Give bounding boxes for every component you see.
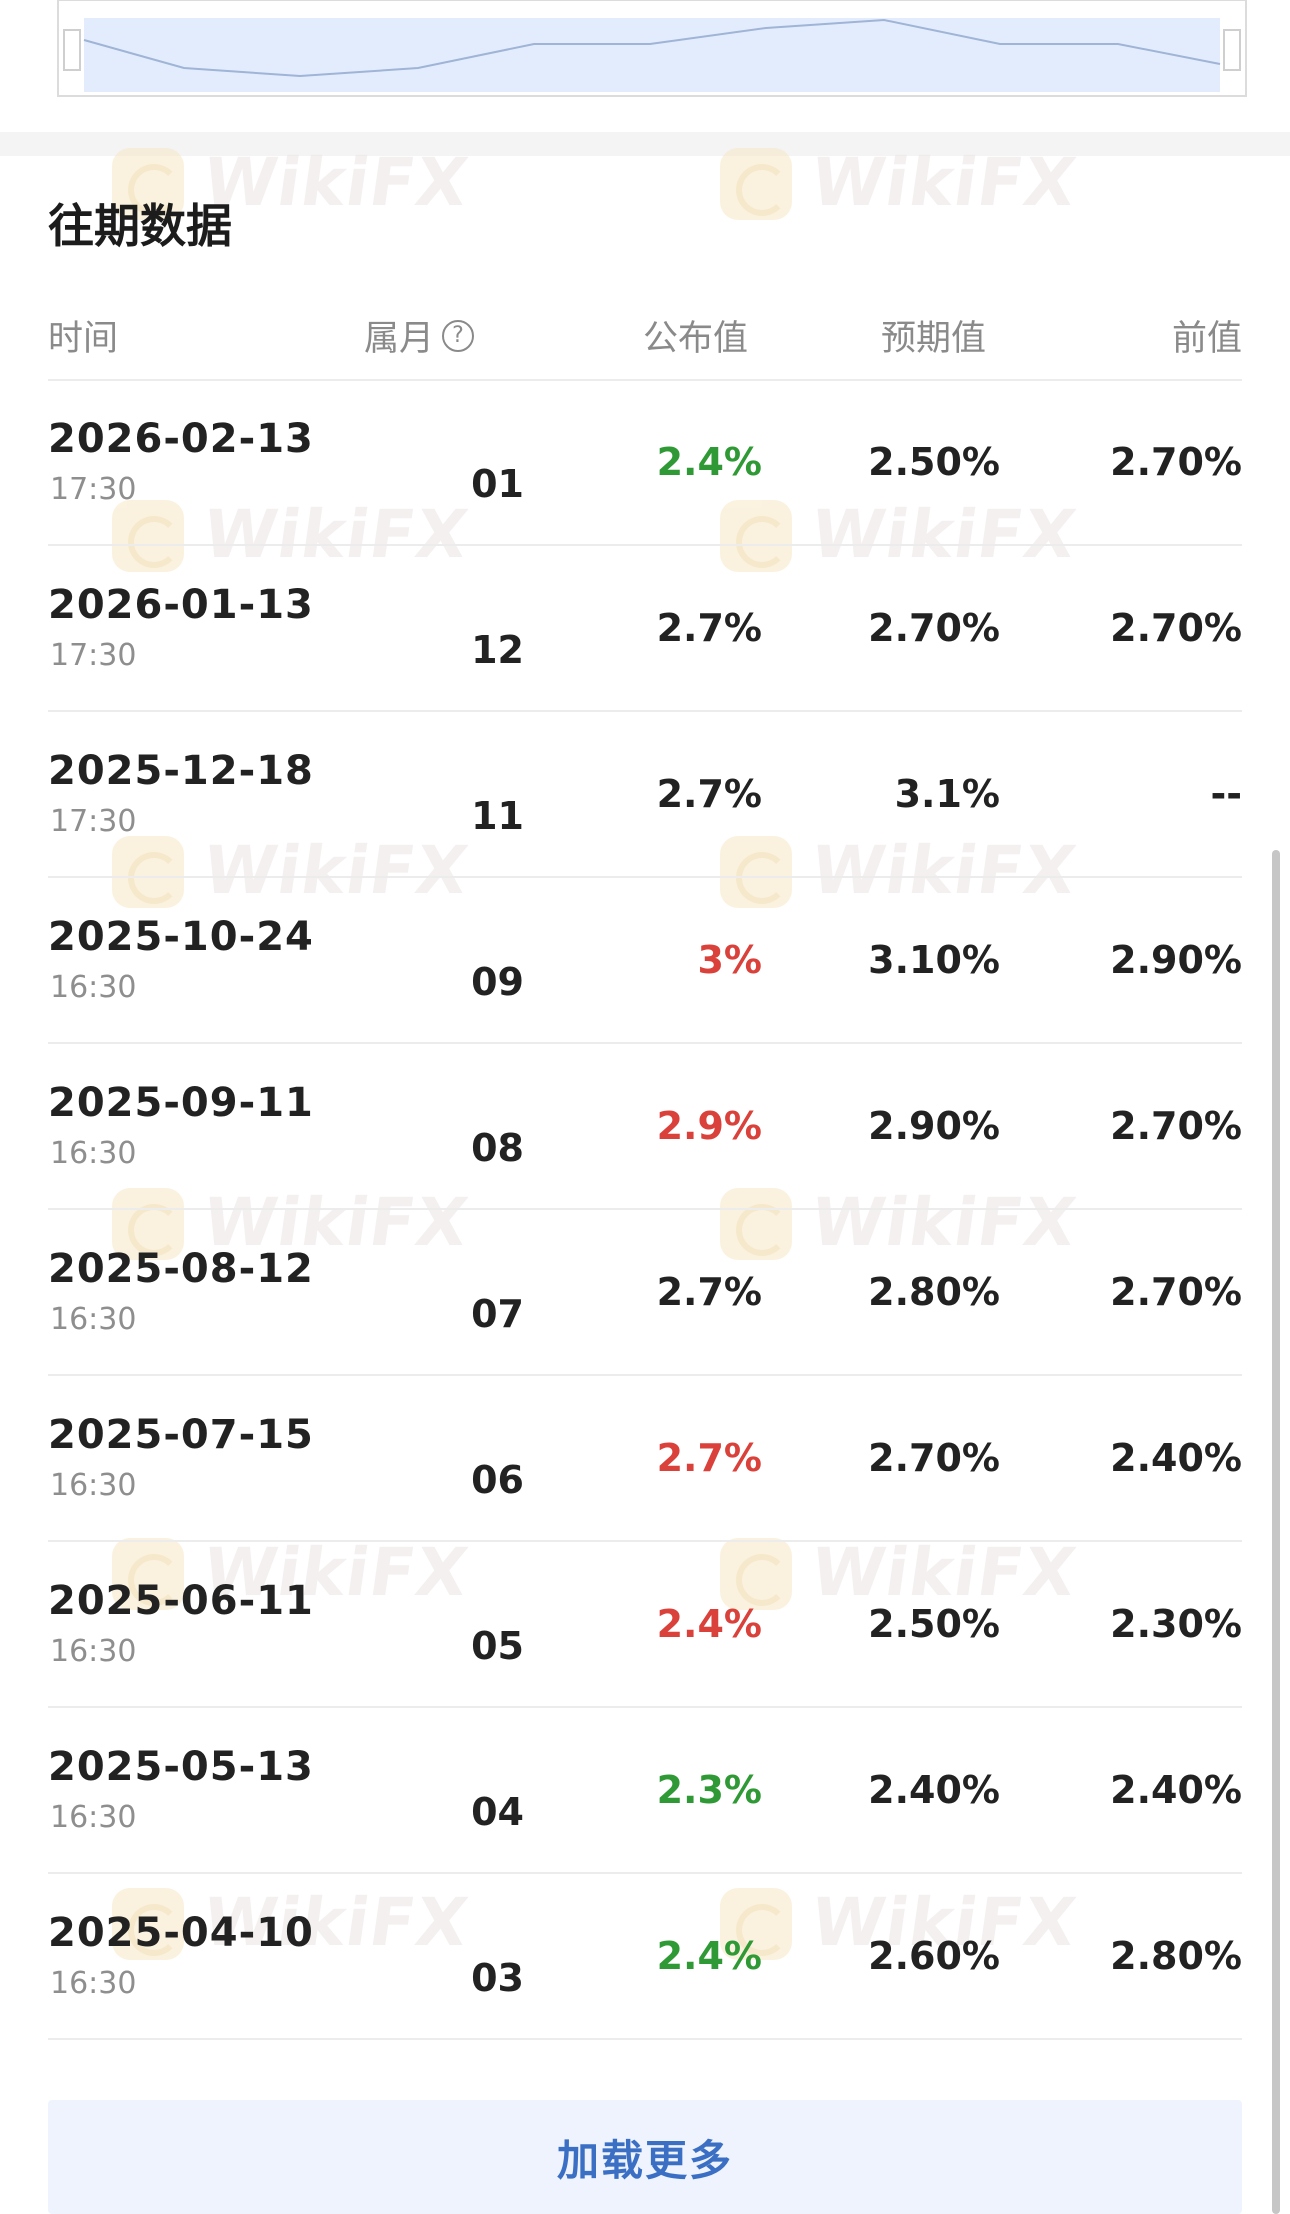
row-time: 17:30 xyxy=(50,638,137,673)
row-previous-value: 2.90% xyxy=(1110,938,1242,982)
row-time: 16:30 xyxy=(50,1302,137,1337)
scrollbar[interactable] xyxy=(1272,850,1280,2214)
row-month: 08 xyxy=(471,1126,524,1170)
header-expected: 预期值 xyxy=(880,319,986,359)
row-time: 16:30 xyxy=(50,1136,137,1171)
mini-chart-frame xyxy=(57,0,1247,97)
row-date: 2025-05-13 xyxy=(48,1744,314,1790)
row-expected-value: 3.10% xyxy=(868,938,1000,982)
row-date: 2025-09-11 xyxy=(48,1080,314,1126)
row-expected-value: 2.80% xyxy=(868,1270,1000,1314)
row-month: 03 xyxy=(471,1956,524,2000)
row-time: 16:30 xyxy=(50,970,137,1005)
row-published-value: 2.4% xyxy=(656,440,762,484)
table-row[interactable]: 2025-08-12 16:30 07 2.7% 2.80% 2.70% xyxy=(48,1210,1242,1376)
mini-chart-svg xyxy=(57,0,1247,97)
row-date: 2025-07-15 xyxy=(48,1412,314,1458)
row-expected-value: 2.70% xyxy=(868,1436,1000,1480)
row-time: 16:30 xyxy=(50,1800,137,1835)
row-month: 04 xyxy=(471,1790,524,1834)
load-more-label: 加载更多 xyxy=(556,2135,733,2185)
row-date: 2025-08-12 xyxy=(48,1246,314,1292)
row-published-value: 3% xyxy=(697,938,762,982)
row-previous-value: 2.70% xyxy=(1110,1104,1242,1148)
header-previous: 前值 xyxy=(1171,319,1242,359)
row-time: 16:30 xyxy=(50,1966,137,2001)
row-expected-value: 3.1% xyxy=(894,772,1000,816)
mini-range-chart[interactable] xyxy=(56,0,1248,98)
header-published: 公布值 xyxy=(642,319,748,359)
header-month-label: 属月 xyxy=(363,319,434,359)
table-row[interactable]: 2025-07-15 16:30 06 2.7% 2.70% 2.40% xyxy=(48,1376,1242,1542)
row-month: 12 xyxy=(471,628,524,672)
row-month: 11 xyxy=(471,794,524,838)
row-month: 06 xyxy=(471,1458,524,1502)
row-previous-value: 2.30% xyxy=(1110,1602,1242,1646)
table-row[interactable]: 2026-02-13 17:30 01 2.4% 2.50% 2.70% xyxy=(48,380,1242,546)
row-expected-value: 2.50% xyxy=(868,1602,1000,1646)
table-row[interactable]: 2025-06-11 16:30 05 2.4% 2.50% 2.30% xyxy=(48,1542,1242,1708)
row-expected-value: 2.70% xyxy=(868,606,1000,650)
mini-chart-selection xyxy=(84,18,1220,92)
row-previous-value: 2.70% xyxy=(1110,606,1242,650)
row-previous-value: 2.70% xyxy=(1110,440,1242,484)
table-row[interactable]: 2026-01-13 17:30 12 2.7% 2.70% 2.70% xyxy=(48,546,1242,712)
row-month: 01 xyxy=(471,462,524,506)
mini-chart-line xyxy=(83,18,1221,78)
row-published-value: 2.4% xyxy=(656,1934,762,1978)
table-row[interactable]: 2025-09-11 16:30 08 2.9% 2.90% 2.70% xyxy=(48,1044,1242,1210)
row-previous-value: 2.80% xyxy=(1110,1934,1242,1978)
header-divider xyxy=(48,379,1242,381)
row-published-value: 2.7% xyxy=(656,1270,762,1314)
row-expected-value: 2.40% xyxy=(868,1768,1000,1812)
row-published-value: 2.7% xyxy=(656,1436,762,1480)
row-published-value: 2.9% xyxy=(656,1104,762,1148)
section-divider-band xyxy=(0,132,1290,156)
load-more-button[interactable]: 加载更多 xyxy=(48,2100,1242,2214)
header-month: 属月 ? xyxy=(364,310,474,361)
row-published-value: 2.4% xyxy=(656,1602,762,1646)
header-time: 时间 xyxy=(48,319,119,359)
history-table-body: 2026-02-13 17:30 01 2.4% 2.50% 2.70% 2026-01-1… xyxy=(48,380,1242,2040)
watermark-logo-icon xyxy=(720,148,792,220)
row-expected-value: 2.50% xyxy=(868,440,1000,484)
row-time: 17:30 xyxy=(50,804,137,839)
table-row[interactable]: 2025-10-24 16:30 09 3% 3.10% 2.90% xyxy=(48,878,1242,1044)
row-date: 2025-04-10 xyxy=(48,1910,314,1956)
row-previous-value: 2.70% xyxy=(1110,1270,1242,1314)
row-previous-value: 2.40% xyxy=(1110,1768,1242,1812)
row-date: 2025-10-24 xyxy=(48,914,314,960)
row-date: 2026-01-13 xyxy=(48,582,314,628)
row-time: 17:30 xyxy=(50,472,137,507)
row-month: 05 xyxy=(471,1624,524,1668)
table-row[interactable]: 2025-05-13 16:30 04 2.3% 2.40% 2.40% xyxy=(48,1708,1242,1874)
row-published-value: 2.7% xyxy=(656,606,762,650)
row-previous-value: 2.40% xyxy=(1110,1436,1242,1480)
row-expected-value: 2.90% xyxy=(868,1104,1000,1148)
mini-chart-left-handle[interactable] xyxy=(63,29,81,71)
question-mark-help-icon[interactable]: ? xyxy=(442,319,474,352)
row-time: 16:30 xyxy=(50,1468,137,1503)
row-expected-value: 2.60% xyxy=(868,1934,1000,1978)
table-header: 时间 属月 ? 公布值 预期值 前值 xyxy=(48,310,1242,380)
row-published-value: 2.3% xyxy=(656,1768,762,1812)
row-time: 16:30 xyxy=(50,1634,137,1669)
row-date: 2025-06-11 xyxy=(48,1578,314,1624)
row-published-value: 2.7% xyxy=(656,772,762,816)
table-row[interactable]: 2025-04-10 16:30 03 2.4% 2.60% 2.80% xyxy=(48,1874,1242,2040)
section-title: 往期数据 xyxy=(48,199,232,253)
row-month: 07 xyxy=(471,1292,524,1336)
mini-chart-right-handle[interactable] xyxy=(1223,29,1241,71)
table-row[interactable]: 2025-12-18 17:30 11 2.7% 3.1% -- xyxy=(48,712,1242,878)
row-date: 2025-12-18 xyxy=(48,748,314,794)
row-previous-value: -- xyxy=(1210,772,1242,816)
row-date: 2026-02-13 xyxy=(48,416,314,462)
row-month: 09 xyxy=(471,960,524,1004)
